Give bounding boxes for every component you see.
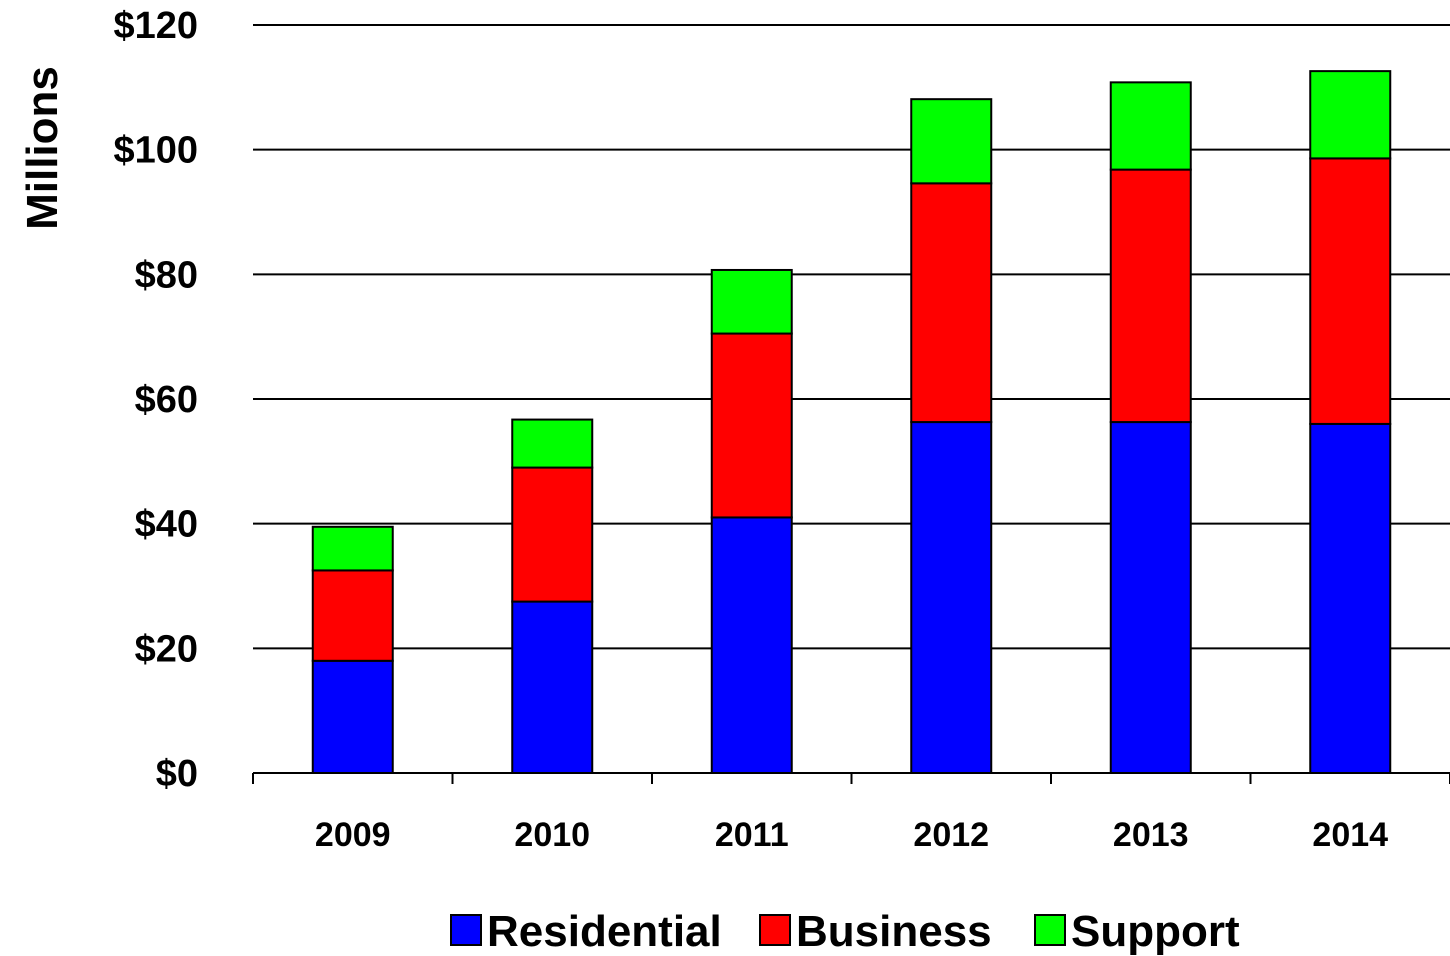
- y-tick-label: $0: [156, 753, 198, 795]
- y-tick-label: $60: [135, 379, 198, 421]
- bar-business-2012: [910, 182, 993, 424]
- y-axis-title: Millions: [18, 66, 67, 230]
- y-tick-label: $120: [113, 5, 198, 47]
- y-tick-label: $40: [135, 504, 198, 546]
- bar-business-2014: [1309, 157, 1392, 425]
- bar-support-2013: [1109, 81, 1192, 171]
- x-tick-label: 2014: [1312, 816, 1388, 854]
- x-tick-label: 2009: [315, 816, 391, 854]
- legend-label-residential: Residential: [487, 907, 722, 956]
- legend: Residential Business Support: [450, 907, 1240, 956]
- bar-business-2011: [710, 332, 793, 519]
- x-tick-label: 2013: [1113, 816, 1189, 854]
- x-tick-label: 2010: [514, 816, 590, 854]
- bar-support-2011: [710, 268, 793, 335]
- x-tick-labels: 2009 2010 2011 2012 2013 2014: [315, 816, 1388, 854]
- y-tick-label: $100: [113, 130, 198, 172]
- x-tick-label: 2012: [913, 816, 989, 854]
- y-tick-label: $20: [135, 628, 198, 670]
- legend-swatch-support: [1034, 914, 1066, 946]
- legend-swatch-business: [759, 914, 791, 946]
- bar-business-2010: [511, 466, 594, 603]
- bars: [311, 70, 1392, 775]
- axes: [252, 772, 1450, 784]
- bar-residential-2012: [910, 421, 993, 774]
- bar-support-2012: [910, 98, 993, 185]
- gridlines: [253, 24, 1450, 650]
- bar-residential-2010: [511, 600, 594, 774]
- legend-swatch-residential: [450, 914, 482, 946]
- bar-support-2014: [1309, 70, 1392, 160]
- y-tick-labels: $0 $20 $40 $60 $80 $100 $120: [113, 5, 198, 795]
- bar-business-2013: [1109, 168, 1192, 424]
- bar-business-2009: [311, 569, 394, 662]
- bar-residential-2009: [311, 659, 394, 774]
- bar-residential-2013: [1109, 421, 1192, 774]
- bar-support-2009: [311, 525, 394, 572]
- bar-residential-2011: [710, 516, 793, 775]
- legend-label-business: Business: [796, 907, 992, 956]
- y-tick-label: $80: [135, 254, 198, 296]
- bar-support-2010: [511, 418, 594, 469]
- legend-label-support: Support: [1071, 907, 1240, 956]
- bar-residential-2014: [1309, 422, 1392, 774]
- x-tick-label: 2011: [715, 816, 789, 854]
